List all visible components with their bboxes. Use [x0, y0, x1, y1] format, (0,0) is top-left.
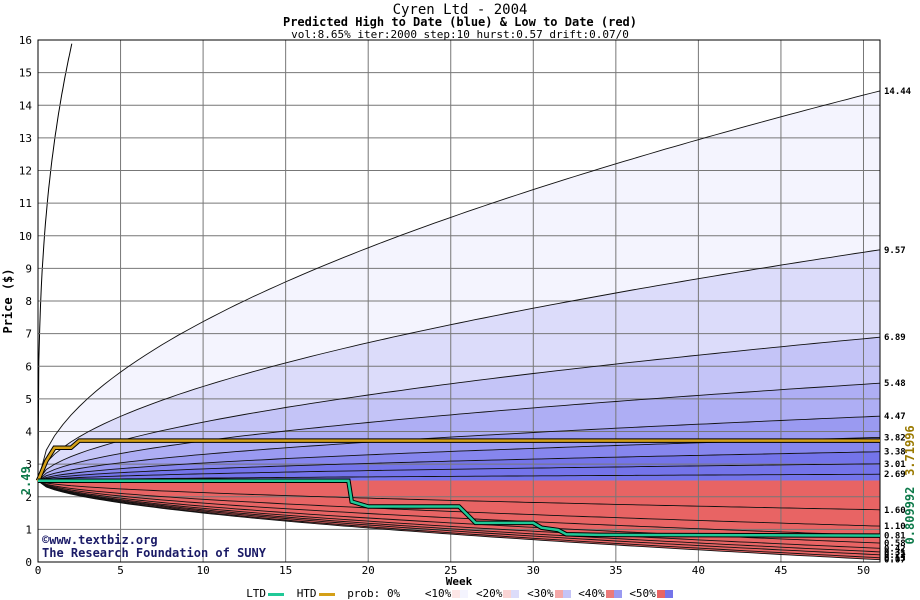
band-line: [37, 480, 881, 511]
legend-prob: prob: 0% <10% <20% <30% <40% <50%: [347, 587, 674, 600]
plot-border: [37, 39, 881, 563]
band-line: [37, 480, 881, 549]
high-band-label: 6.89: [884, 333, 906, 343]
low-band-label: 0.58: [884, 539, 906, 549]
x-tick-label: 20: [362, 564, 375, 577]
ltd-end-value: 0.809992: [903, 487, 917, 545]
legend-htd-swatch: [318, 592, 335, 596]
band-line: [37, 382, 881, 482]
y-tick-label: 10: [19, 230, 32, 243]
high-band-label: 2.69: [884, 470, 906, 480]
y-tick-label: 5: [25, 393, 32, 406]
y-tick-label: 0: [25, 556, 32, 569]
band-line: [37, 480, 881, 527]
y-tick-label: 3: [25, 458, 32, 471]
y-tick-label: 9: [25, 262, 32, 275]
band-line: [37, 451, 881, 482]
y-tick-label: 6: [25, 360, 32, 373]
legend-swatch-20: [503, 590, 520, 598]
band-line: [37, 90, 881, 481]
chart-params: vol:8.65% iter:2000 step:10 hurst:0.57 d…: [291, 28, 629, 41]
low-band-label: 1.60: [884, 506, 906, 516]
low-band-label: 0.13: [884, 554, 906, 564]
band-line: [37, 480, 881, 561]
x-tick-label: 35: [609, 564, 622, 577]
chart-subtitle: Predicted High to Date (blue) & Low to D…: [282, 15, 637, 29]
legend-swatch-50: [656, 590, 673, 598]
start-price-label: 2.49: [19, 466, 33, 495]
low-band-label: 0.31: [884, 548, 906, 558]
high-band-label: 4.47: [884, 412, 906, 422]
low-band-label: 0.22: [884, 551, 906, 561]
y-tick-label: 13: [19, 132, 32, 145]
legend-swatch-0: [401, 590, 418, 598]
low-band-8: [38, 480, 880, 560]
x-tick-label: 25: [444, 564, 457, 577]
ltd-series-line: [38, 479, 881, 537]
x-tick-label: 45: [774, 564, 787, 577]
high-band-label: 5.48: [884, 379, 906, 389]
high-band-label: 9.57: [884, 246, 906, 256]
band-line: [37, 463, 881, 482]
band-line: [37, 480, 881, 537]
x-tick-label: 10: [196, 564, 209, 577]
y-tick-label: 11: [19, 197, 32, 210]
legend-swatch-10: [452, 590, 469, 598]
y-tick-label: 1: [25, 523, 32, 536]
y-tick-label: 2: [25, 491, 32, 504]
low-band-label: 0.07: [884, 556, 906, 566]
band-line: [37, 480, 881, 553]
low-band-label: 1.10: [884, 522, 906, 532]
low-band-label: 0.81: [884, 532, 906, 542]
y-tick-label: 8: [25, 295, 32, 308]
low-band-label: 0.42: [884, 544, 906, 554]
htd-end-value: 3.71996: [903, 425, 917, 476]
x-tick-label: 0: [35, 564, 42, 577]
watermark-org: The Research Foundation of SUNY: [42, 546, 266, 560]
y-tick-label: 14: [19, 99, 33, 112]
legend-prob-30: <30%: [527, 587, 554, 600]
legend-prob-0: 0%: [386, 587, 401, 600]
band-line: [37, 480, 881, 556]
legend-prob-10: <10%: [424, 587, 452, 600]
band-line: [37, 473, 881, 482]
band-line: [37, 415, 881, 482]
y-tick-label: 7: [25, 328, 32, 341]
x-tick-label: 5: [117, 564, 124, 577]
high-band-label: 14.44: [884, 87, 912, 97]
x-tick-label: 15: [279, 564, 292, 577]
high-band-label: 3.01: [884, 460, 906, 470]
legend-ltd: LTD: [246, 587, 286, 600]
high-band-label: 3.82: [884, 433, 906, 443]
legend-prob-40: <40%: [578, 587, 605, 600]
band-line: [37, 249, 881, 481]
watermark-url: ©www.textbiz.org: [42, 533, 158, 547]
x-axis-title: Week: [446, 575, 473, 588]
legend-prob-label: prob:: [347, 587, 381, 600]
band-line: [37, 480, 881, 559]
legend-ltd-swatch: [268, 592, 285, 596]
y-axis-title: Price ($): [1, 268, 15, 333]
legend-prob-20: <20%: [475, 587, 503, 600]
x-tick-label: 50: [857, 564, 870, 577]
x-tick-label: 40: [692, 564, 705, 577]
legend-swatch-40: [605, 590, 622, 598]
band-line: [37, 336, 881, 483]
legend-prob-50: <50%: [629, 587, 656, 600]
legend-htd: HTD: [297, 587, 337, 600]
y-tick-label: 15: [19, 67, 32, 80]
y-tick-label: 4: [25, 426, 32, 439]
y-tick-label: 16: [19, 34, 32, 47]
chart-title: Cyren Ltd - 2004: [392, 2, 528, 18]
legend-htd-label: HTD: [296, 587, 317, 600]
watermark: ©www.textbiz.org The Research Foundation…: [42, 534, 266, 560]
legend-ltd-label: LTD: [246, 587, 267, 600]
legend-swatch-30: [554, 590, 571, 598]
legend: LTD HTD prob: 0% <10% <20% <30% <40% <50…: [0, 587, 920, 600]
high-band-label: 3.38: [884, 448, 906, 458]
htd-series-line: [36, 439, 880, 482]
x-tick-label: 30: [527, 564, 540, 577]
y-tick-label: 12: [19, 165, 32, 178]
